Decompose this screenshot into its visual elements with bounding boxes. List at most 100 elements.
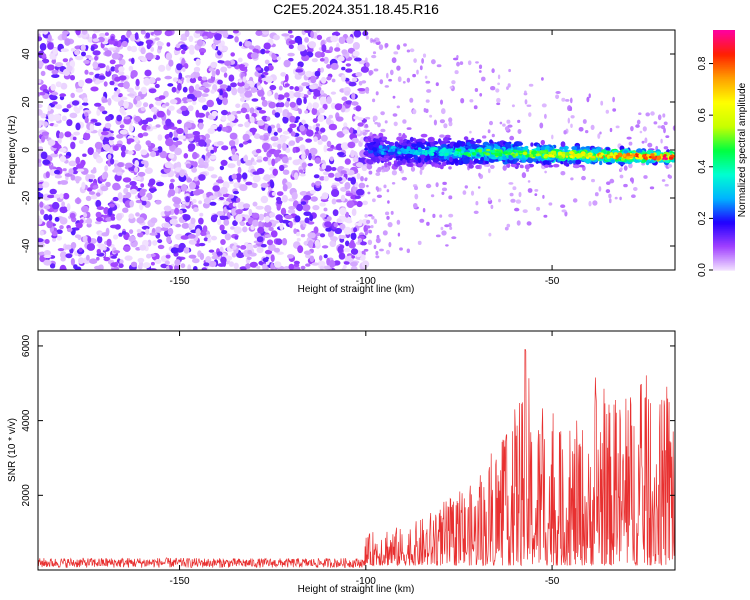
heatmap-cell <box>623 183 628 188</box>
colorbar-cell <box>713 50 735 53</box>
heatmap-cell <box>194 135 201 143</box>
heatmap-cell <box>347 141 356 149</box>
colorbar-cell <box>713 136 735 139</box>
heatmap-cell <box>509 135 515 141</box>
heatmap-cell <box>239 184 248 192</box>
heatmap-cell <box>164 30 173 37</box>
heatmap-cell <box>122 177 132 183</box>
heatmap-cell <box>283 59 291 68</box>
heatmap-cell <box>344 182 351 190</box>
heatmap-cell <box>362 200 368 206</box>
heatmap-cell <box>400 147 404 151</box>
heatmap-cell <box>242 76 247 83</box>
heatmap-cell <box>548 164 554 168</box>
heatmap-cell <box>109 80 115 86</box>
heatmap-cell <box>264 205 272 213</box>
colorbar-cell <box>713 38 735 41</box>
heatmap-cell <box>413 203 418 209</box>
heatmap-cell <box>353 227 358 233</box>
heatmap-cell <box>409 48 415 53</box>
heatmap-cell <box>78 257 85 265</box>
heatmap-cell <box>231 87 238 96</box>
heatmap-cell <box>38 162 42 167</box>
heatmap-cell <box>307 125 312 130</box>
heatmap-cell <box>92 167 97 173</box>
heatmap-cell <box>442 161 447 167</box>
heatmap-cell <box>54 216 60 222</box>
heatmap-cell <box>309 189 316 194</box>
heatmap-cell <box>287 254 294 259</box>
colorbar: 0.00.20.40.60.8 Normalized spectral ampl… <box>697 30 748 277</box>
heatmap-cell <box>380 128 386 133</box>
heatmap-cell <box>128 124 134 132</box>
heatmap-cell <box>47 105 52 112</box>
heatmap-cell <box>461 150 464 154</box>
heatmap-cell <box>232 30 239 34</box>
heatmap-cell <box>346 36 354 44</box>
heatmap-cell <box>504 226 509 231</box>
heatmap-cell <box>246 80 254 85</box>
heatmap-cell <box>202 35 208 40</box>
heatmap-cell <box>224 233 232 241</box>
heatmap-cell <box>212 185 220 192</box>
heatmap-cell <box>238 64 245 68</box>
heatmap-cell <box>400 142 408 146</box>
x-tick-label: -150 <box>170 276 190 287</box>
heatmap-cell <box>280 207 287 216</box>
heatmap-cell <box>336 131 345 138</box>
heatmap-cell <box>473 105 478 110</box>
heatmap-cell <box>116 171 123 176</box>
heatmap-cell <box>295 137 300 144</box>
heatmap-cell <box>55 62 64 68</box>
heatmap-cell <box>524 164 531 170</box>
heatmap-cell <box>188 254 197 259</box>
heatmap-cell <box>365 138 369 143</box>
heatmap-cell <box>152 147 159 151</box>
heatmap-cell <box>175 140 183 146</box>
heatmap-cell <box>510 163 517 168</box>
heatmap-cell <box>317 140 323 145</box>
colorbar-cell <box>713 40 735 43</box>
heatmap-cell <box>127 45 132 52</box>
heatmap-cell <box>46 220 53 229</box>
colorbar-cell <box>713 202 735 205</box>
heatmap-cell <box>38 242 45 248</box>
heatmap-cell <box>379 248 384 252</box>
heatmap-cell <box>164 161 173 169</box>
heatmap-cell <box>284 83 290 87</box>
heatmap-cell <box>249 107 255 114</box>
heatmap-cell <box>444 148 448 153</box>
heatmap-cell <box>145 52 154 61</box>
heatmap-cell <box>166 42 171 47</box>
heatmap-cell <box>149 188 155 194</box>
heatmap-cell <box>264 234 272 238</box>
heatmap-cell <box>477 186 481 189</box>
heatmap-cell <box>352 50 360 57</box>
heatmap-cell <box>572 164 581 169</box>
heatmap-cell <box>366 225 371 229</box>
colorbar-cell <box>713 264 735 267</box>
heatmap-cell <box>526 154 530 158</box>
heatmap-cell <box>491 150 496 154</box>
heatmap-cell <box>431 59 436 65</box>
heatmap-cell <box>39 201 44 208</box>
heatmap-cell <box>307 232 316 239</box>
heatmap-cell <box>382 230 388 236</box>
heatmap-cell <box>276 123 281 130</box>
heatmap-cell <box>350 248 359 255</box>
heatmap-cell <box>338 36 346 44</box>
heatmap-cell <box>417 148 423 153</box>
heatmap-cell <box>467 60 472 66</box>
heatmap-cell <box>130 188 138 195</box>
heatmap-cell <box>260 96 266 101</box>
heatmap-cell <box>371 39 377 42</box>
heatmap-cell <box>305 70 313 78</box>
heatmap-cell <box>42 181 50 188</box>
heatmap-cell <box>83 59 90 64</box>
heatmap-cell <box>217 99 223 105</box>
heatmap-cell <box>351 92 356 101</box>
heatmap-cell <box>308 41 317 49</box>
heatmap-cell <box>391 182 396 185</box>
heatmap-cell <box>168 105 175 111</box>
heatmap-cell <box>94 221 102 225</box>
